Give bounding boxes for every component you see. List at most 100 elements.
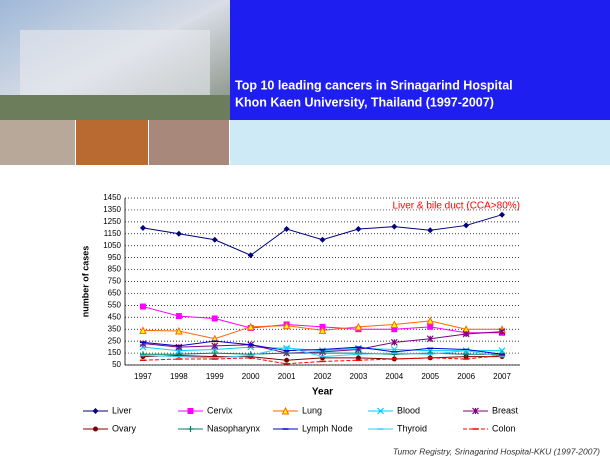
legend-label: Colon xyxy=(492,423,516,433)
y-tick-label: 1450 xyxy=(103,193,121,202)
legend-label: Cervix xyxy=(207,405,233,415)
marker xyxy=(355,355,361,361)
marker xyxy=(354,322,363,331)
x-tick-label: 2003 xyxy=(350,372,368,381)
photo-building-facade xyxy=(20,30,210,100)
marker xyxy=(355,226,362,233)
y-tick-label: 1350 xyxy=(103,205,121,214)
marker xyxy=(211,342,219,350)
x-tick-label: 1998 xyxy=(170,372,188,381)
marker xyxy=(426,335,434,343)
x-tick-label: 2000 xyxy=(242,372,260,381)
y-tick-label: 1050 xyxy=(103,241,121,250)
marker xyxy=(319,236,326,243)
marker xyxy=(377,407,384,415)
title-line: Khon Kaen University, Thailand (1997-200… xyxy=(235,95,494,109)
legend-label: Blood xyxy=(397,405,420,415)
y-tick-label: 150 xyxy=(108,348,122,357)
x-tick-label: 2002 xyxy=(314,372,332,381)
legend-label: Lymph Node xyxy=(302,423,353,433)
marker xyxy=(390,320,399,328)
marker xyxy=(211,236,218,243)
marker xyxy=(391,326,398,333)
marker xyxy=(175,313,182,320)
marker xyxy=(499,211,506,218)
y-tick-label: 450 xyxy=(108,312,122,321)
title-strip xyxy=(230,120,610,165)
marker xyxy=(175,230,182,237)
footer: Tumor Registry, Srinagarind Hospital-KKU… xyxy=(393,446,600,456)
x-axis-label: Year xyxy=(312,387,333,398)
photo-patient xyxy=(0,120,75,165)
legend-label: Liver xyxy=(112,405,132,415)
legend-label: Thyroid xyxy=(397,423,427,433)
marker xyxy=(463,222,470,229)
marker xyxy=(498,328,506,336)
marker xyxy=(247,252,254,259)
marker xyxy=(175,343,183,351)
marker xyxy=(139,351,146,358)
marker xyxy=(187,408,194,414)
marker xyxy=(283,226,290,233)
marker xyxy=(427,350,434,357)
marker xyxy=(247,351,254,358)
marker xyxy=(427,323,434,330)
y-tick-label: 750 xyxy=(108,277,122,286)
marker xyxy=(139,340,147,347)
marker xyxy=(427,227,434,234)
y-tick-label: 1250 xyxy=(103,217,121,226)
marker xyxy=(318,326,327,334)
marker xyxy=(390,338,398,346)
marker xyxy=(139,303,146,310)
marker xyxy=(319,350,326,357)
marker xyxy=(187,426,194,432)
marker xyxy=(211,350,218,357)
marker xyxy=(282,321,291,330)
legend-label: Lung xyxy=(302,405,322,415)
marker xyxy=(281,406,290,415)
legend-label: Ovary xyxy=(112,423,137,433)
marker xyxy=(175,326,183,335)
legend-label: Breast xyxy=(492,405,519,415)
marker xyxy=(355,350,362,357)
y-tick-label: 1150 xyxy=(104,229,122,238)
x-tick-label: 1997 xyxy=(134,372,152,381)
y-axis-label: number of cases xyxy=(80,246,90,318)
marker xyxy=(463,351,470,358)
title-line: Top 10 leading cancers in Srinagarind Ho… xyxy=(235,78,513,92)
legend-label: Nasopharynx xyxy=(207,423,261,433)
y-tick-label: 550 xyxy=(108,300,122,309)
x-tick-label: 2007 xyxy=(493,372,511,381)
y-tick-label: 650 xyxy=(108,289,122,298)
marker xyxy=(391,223,398,230)
marker xyxy=(211,315,218,322)
x-tick-label: 2004 xyxy=(385,372,403,381)
marker xyxy=(93,426,98,432)
photo-surgery xyxy=(149,120,229,165)
x-tick-label: 1999 xyxy=(206,372,224,381)
marker xyxy=(139,326,147,334)
marker xyxy=(246,322,255,331)
marker xyxy=(472,407,479,415)
series-line xyxy=(142,214,503,256)
chart: 50 150 250 350 450 550 650 750 850 950 1050 1150 125… xyxy=(80,193,520,433)
x-tick-label: 2001 xyxy=(278,372,296,381)
x-tick-label: 2005 xyxy=(421,372,439,381)
photo-specimen xyxy=(76,120,148,165)
marker xyxy=(139,224,146,231)
y-tick-label: 250 xyxy=(108,336,122,345)
marker xyxy=(426,316,435,325)
y-tick-label: 950 xyxy=(108,253,122,262)
x-tick-label: 2006 xyxy=(457,372,475,381)
marker xyxy=(284,357,290,363)
y-tick-label: 350 xyxy=(108,324,122,333)
marker xyxy=(462,330,470,338)
y-tick-label: 850 xyxy=(108,265,122,274)
marker xyxy=(498,347,506,355)
title-box xyxy=(230,0,610,120)
marker xyxy=(92,408,99,414)
y-tick-label: 50 xyxy=(112,360,121,369)
annotation: Liver & bile duct (CCA>80%) xyxy=(392,201,520,212)
photo-trees xyxy=(0,95,230,120)
